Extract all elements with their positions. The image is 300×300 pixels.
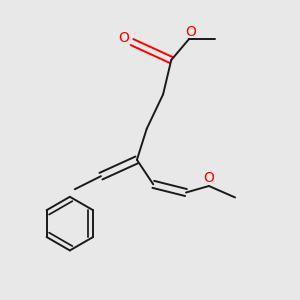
Text: O: O [203, 171, 214, 185]
Text: O: O [185, 25, 196, 39]
Text: O: O [118, 31, 129, 45]
